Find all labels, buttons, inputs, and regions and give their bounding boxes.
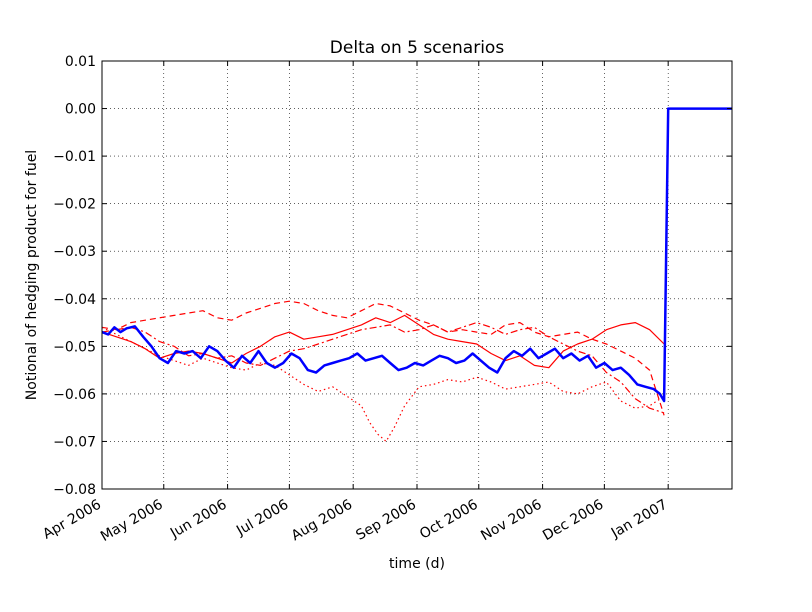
y-tick-label: −0.03 bbox=[53, 244, 96, 260]
y-tick-label: 0.01 bbox=[65, 54, 96, 70]
y-tick-label: −0.07 bbox=[53, 434, 96, 450]
y-tick-label: −0.04 bbox=[53, 292, 96, 308]
chart-title: Delta on 5 scenarios bbox=[330, 38, 505, 58]
y-tick-label: −0.05 bbox=[53, 339, 96, 355]
y-tick-label: −0.02 bbox=[53, 197, 96, 213]
y-tick-label: 0.00 bbox=[65, 102, 96, 118]
plot-frame bbox=[101, 60, 733, 490]
series-line-dashed bbox=[101, 300, 665, 416]
series-group bbox=[101, 107, 732, 442]
y-tick-label: −0.06 bbox=[53, 387, 96, 403]
y-axis-label: Notional of hedging product for fuel bbox=[24, 150, 40, 400]
y-tick-label: −0.01 bbox=[53, 149, 96, 165]
series-line-solid-thick bbox=[101, 107, 732, 403]
y-tick-label: −0.08 bbox=[53, 482, 96, 498]
x-axis-label: time (d) bbox=[389, 556, 445, 572]
